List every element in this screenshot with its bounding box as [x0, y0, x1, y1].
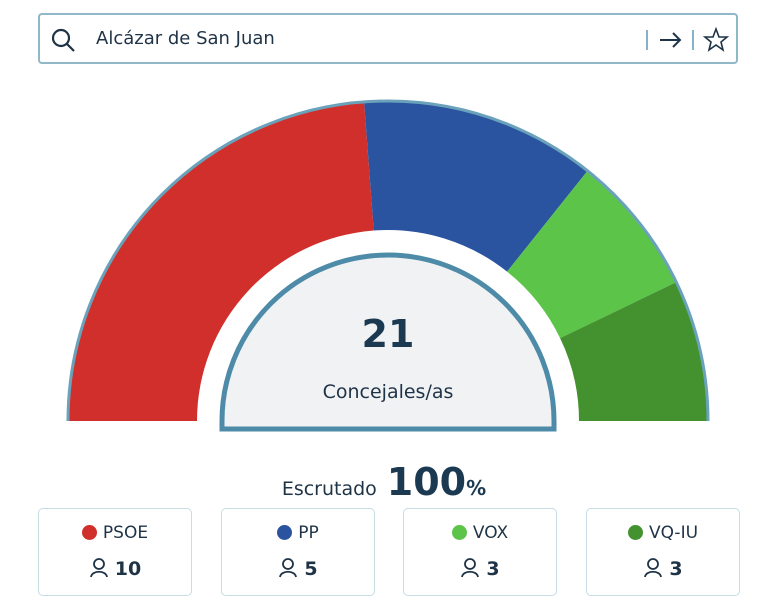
party-name-row: VOX	[404, 523, 556, 543]
seat-segment	[68, 101, 374, 422]
party-name-row: VQ-IU	[587, 523, 739, 543]
party-card: VOX 3	[403, 508, 557, 596]
scrutiny: Escrutado 100%	[0, 460, 768, 504]
party-name: VOX	[472, 523, 509, 543]
seat-row: 3	[587, 558, 739, 580]
party-name: PP	[298, 523, 319, 543]
person-icon	[461, 558, 480, 578]
legend-dot	[627, 525, 643, 540]
search-query[interactable]: Alcázar de San Juan	[96, 28, 275, 49]
seat-segment	[364, 101, 588, 272]
party-name: VQ-IU	[648, 523, 699, 543]
seat-count: 3	[669, 558, 683, 580]
search-icon[interactable]	[51, 28, 71, 48]
seat-segment	[560, 282, 708, 421]
scrutiny-value: 100	[386, 460, 467, 504]
search-icon-handle	[66, 43, 75, 52]
search-bar[interactable]: Alcázar de San Juan	[38, 13, 738, 64]
party-name-row: PSOE	[39, 523, 191, 543]
person-icon	[279, 558, 298, 578]
seat-count: 5	[304, 558, 318, 580]
person-icon	[89, 558, 108, 578]
seat-count: 10	[114, 558, 142, 580]
scrutiny-unit: %	[466, 476, 487, 500]
seat-segment	[507, 170, 677, 339]
legend-dot	[81, 525, 97, 540]
seat-count: 3	[486, 558, 500, 580]
seat-row: 5	[222, 558, 374, 580]
party-name: PSOE	[102, 523, 149, 543]
center-panel	[219, 252, 557, 432]
go-icon[interactable]	[660, 32, 682, 48]
seat-chart: 21 Concejales/as	[66, 99, 710, 432]
seat-row: 10	[39, 558, 191, 580]
party-card: VQ-IU 3	[586, 508, 740, 596]
legend-dot	[451, 525, 467, 540]
party-card: PP 5	[221, 508, 375, 596]
party-name-row: PP	[222, 523, 374, 543]
favorite-icon[interactable]	[702, 26, 730, 52]
seat-total: 21	[362, 312, 415, 356]
center-label: Concejales/as	[323, 381, 454, 403]
person-icon	[644, 558, 663, 578]
seat-row: 3	[404, 558, 556, 580]
legend-dot	[277, 525, 293, 540]
party-card: PSOE 10	[38, 508, 192, 596]
scrutiny-label: Escrutado	[281, 478, 377, 500]
search-icons	[51, 26, 730, 52]
ring-outline	[66, 99, 710, 422]
